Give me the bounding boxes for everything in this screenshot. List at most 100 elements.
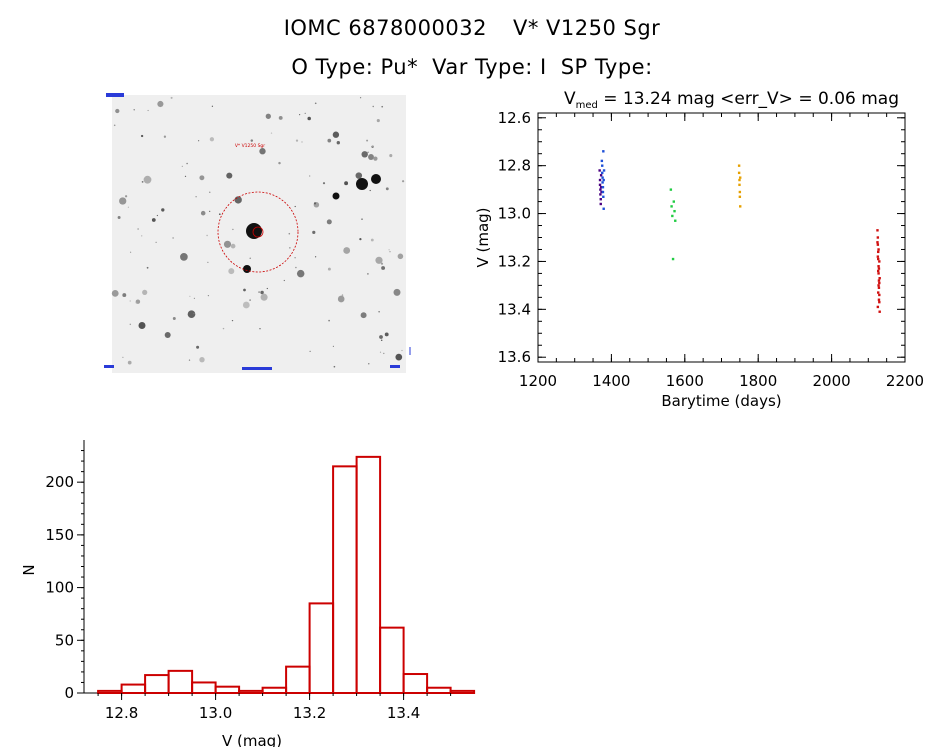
title-star-ids: IOMC 6878000032 V* V1250 Sgr: [0, 16, 944, 40]
field-star: [140, 134, 144, 138]
lc-point: [598, 183, 602, 187]
field-star: [141, 235, 143, 237]
field-star: [295, 266, 297, 269]
field-star: [188, 359, 191, 361]
lc-point: [877, 284, 880, 287]
field-star: [359, 237, 362, 241]
field-star: [337, 295, 345, 303]
lc-point: [738, 183, 741, 187]
field-star: [228, 268, 235, 275]
hist-ytick-label: 0: [64, 684, 74, 702]
field-star: [295, 139, 299, 142]
lc-ytick-label: 12.6: [498, 109, 531, 127]
bright-star: [371, 174, 381, 184]
hist-xtick-label: 13.4: [387, 704, 420, 722]
field-star: [232, 228, 234, 231]
lc-point: [600, 159, 604, 163]
field-star: [294, 205, 296, 208]
lc-point: [877, 257, 880, 261]
hist-xtick-label: 12.8: [105, 704, 138, 722]
field-star: [395, 353, 403, 361]
field-star: [360, 312, 367, 319]
field-star: [375, 256, 383, 264]
field-star: [163, 135, 167, 138]
lc-point: [599, 202, 602, 206]
histogram-chart: 12.8 13.0 13.2 13.4 0 50 100 150 200 V (mag) N: [20, 440, 476, 747]
lc-point: [601, 176, 604, 179]
lc-point: [876, 243, 880, 246]
field-star: [296, 269, 305, 278]
field-star: [151, 218, 156, 222]
lc-point: [602, 207, 605, 210]
field-star: [312, 230, 316, 234]
hist-bar: [144, 674, 170, 694]
lc-point: [602, 150, 605, 153]
var-type: Var Type: I: [432, 55, 547, 79]
hist-bar: [355, 455, 382, 694]
hist-xtick-label: 13.2: [293, 704, 326, 722]
lc-point: [876, 241, 879, 244]
field-star: [164, 332, 171, 338]
hist-bar: [402, 673, 429, 694]
field-star: [186, 162, 188, 165]
field-star: [381, 105, 384, 108]
lc-point: [599, 174, 603, 177]
field-star: [344, 181, 349, 186]
lc-point: [877, 272, 880, 275]
field-star: [172, 317, 176, 320]
field-star: [209, 137, 215, 142]
field-star: [137, 228, 139, 230]
field-star: [328, 319, 330, 322]
field-star: [226, 172, 233, 179]
hist-ytick-label: 150: [45, 526, 74, 544]
field-star: [157, 100, 164, 108]
lc-ytick-label: 12.8: [498, 157, 531, 175]
field-star: [115, 108, 120, 114]
finder-chart: V* V1250 Sgr: [104, 93, 411, 373]
hist-bar: [379, 626, 405, 694]
field-star: [289, 247, 291, 249]
field-star: [388, 249, 390, 251]
hist-bar: [167, 669, 194, 695]
field-star: [278, 115, 283, 120]
field-star: [250, 139, 254, 142]
field-star: [380, 262, 384, 265]
hist-xtick-label: 13.0: [199, 704, 232, 722]
lc-point: [878, 281, 881, 285]
lc-point: [876, 305, 880, 309]
field-star: [322, 182, 326, 185]
target-circle: [217, 191, 299, 273]
field-star: [135, 301, 138, 304]
field-star: [368, 363, 370, 365]
field-star: [243, 288, 246, 292]
hist-bar: [214, 685, 241, 694]
field-star: [172, 237, 174, 239]
field-star: [231, 319, 234, 322]
field-star: [193, 313, 195, 315]
field-star: [283, 279, 285, 282]
lc-point: [602, 169, 606, 172]
field-star: [207, 261, 209, 263]
lc-point: [877, 279, 881, 282]
corner-mark-tl: [106, 93, 124, 97]
field-star: [304, 112, 306, 115]
field-star: [222, 327, 225, 330]
field-star: [401, 180, 405, 183]
hist-bar: [449, 689, 476, 694]
field-star: [307, 116, 311, 121]
lc-point: [877, 248, 880, 251]
lc-point: [599, 193, 602, 196]
lc-point: [672, 200, 675, 203]
hist-bar: [97, 689, 123, 694]
hist-bar: [426, 686, 452, 694]
field-star: [270, 132, 273, 134]
field-star: [146, 266, 149, 269]
lc-point: [601, 186, 605, 189]
lc-point: [599, 186, 603, 189]
field-star: [249, 299, 251, 301]
field-star: [371, 145, 374, 148]
field-star: [198, 140, 200, 142]
lc-xtick-label: 2000: [813, 372, 851, 390]
sp-type: SP Type:: [560, 55, 653, 79]
field-star: [389, 251, 391, 253]
